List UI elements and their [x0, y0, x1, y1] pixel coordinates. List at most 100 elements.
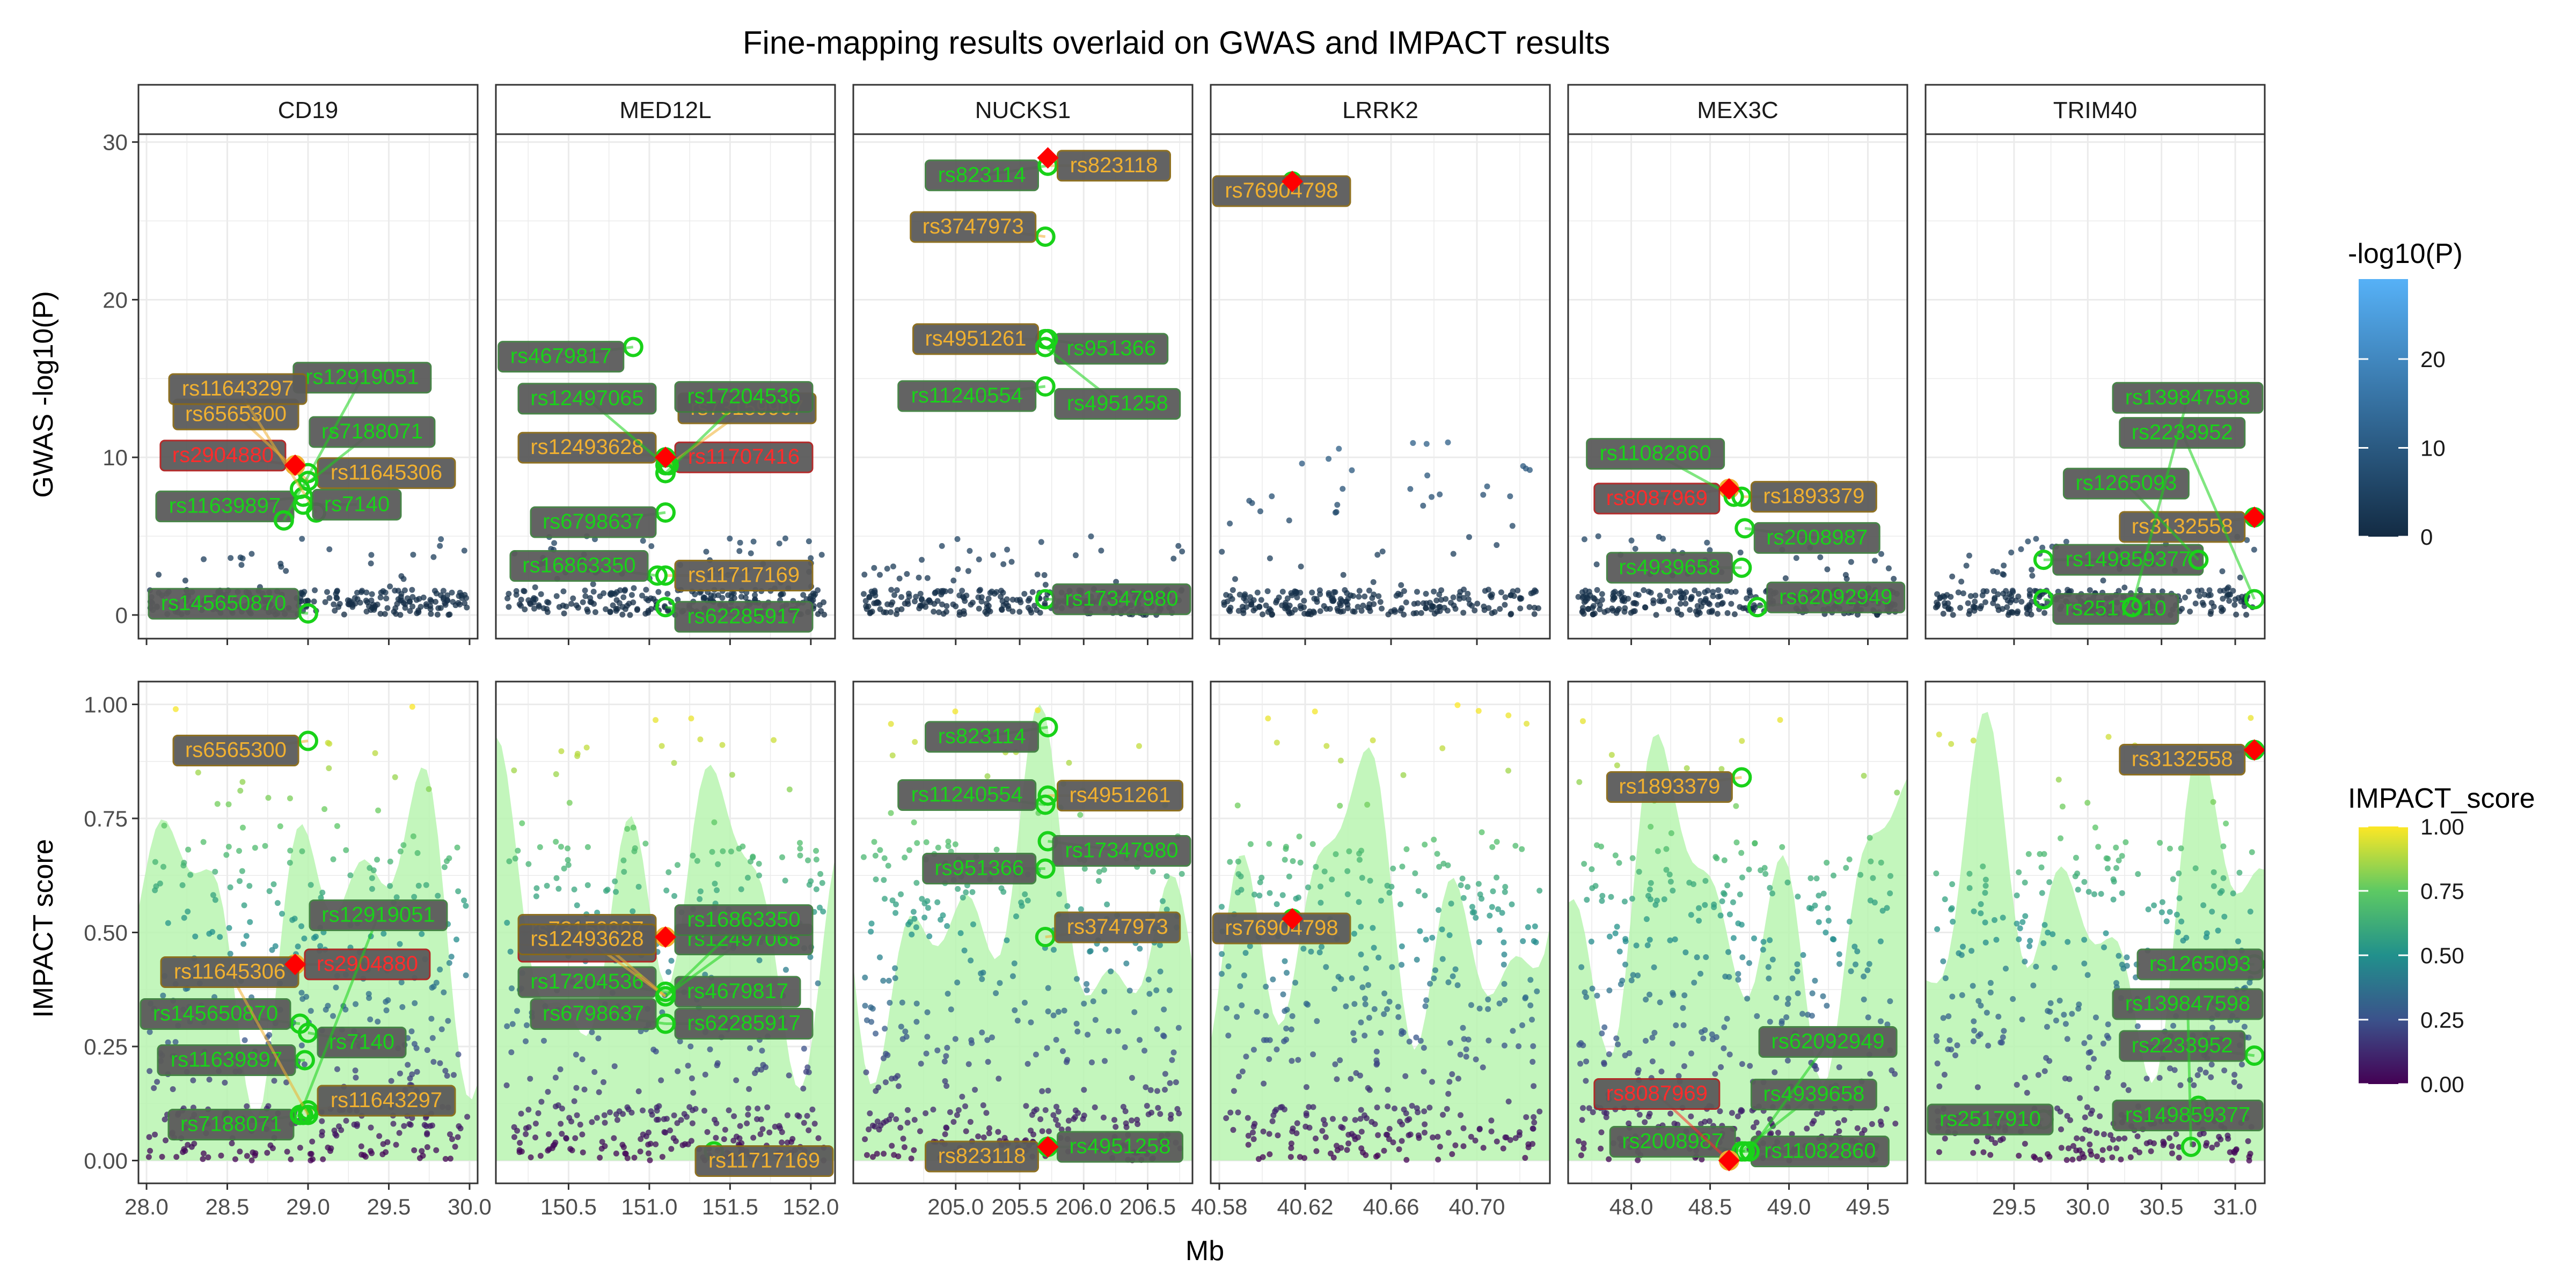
data-point	[558, 1121, 564, 1127]
data-point	[2237, 574, 2243, 581]
data-point	[357, 599, 363, 606]
data-point	[1531, 1119, 1538, 1126]
data-point	[1021, 591, 1028, 597]
data-point	[1234, 802, 1241, 809]
data-point	[444, 597, 450, 604]
data-point	[1034, 572, 1041, 578]
data-point	[1760, 939, 1767, 945]
data-point	[903, 1034, 910, 1040]
data-point	[311, 935, 317, 941]
data-point	[397, 848, 404, 854]
snp-label: rs11240554	[911, 783, 1023, 807]
data-point	[406, 1121, 413, 1127]
data-point	[1643, 916, 1650, 923]
snp-label: rs149859377	[2125, 1103, 2251, 1127]
data-point	[525, 861, 532, 867]
data-point	[1232, 576, 1238, 582]
data-point	[1298, 605, 1304, 612]
impact-panel: rs11707416rs4679817rs17204536rs12497065r…	[495, 680, 839, 1219]
data-point	[1648, 880, 1654, 886]
data-point	[1445, 1130, 1452, 1136]
data-point	[607, 609, 613, 615]
data-point	[715, 861, 721, 867]
data-point	[440, 588, 447, 594]
data-point	[252, 1152, 258, 1159]
data-point	[728, 848, 734, 855]
data-point	[1282, 605, 1289, 612]
data-point	[319, 1118, 325, 1124]
snp-label-box	[674, 560, 814, 591]
data-point	[943, 1124, 949, 1131]
data-point	[869, 1122, 876, 1129]
snp-label: rs17347980	[1065, 839, 1178, 862]
data-point	[779, 854, 786, 860]
data-point	[509, 1021, 516, 1027]
data-point	[873, 876, 879, 883]
data-point	[2113, 865, 2119, 871]
data-point	[1452, 1142, 1459, 1148]
data-point	[1732, 588, 1739, 595]
data-point	[1657, 592, 1663, 599]
data-point	[2243, 611, 2250, 618]
data-point	[893, 1116, 899, 1122]
data-point	[885, 862, 891, 869]
data-point	[986, 1125, 992, 1131]
data-point	[239, 779, 246, 785]
data-point	[1482, 588, 1488, 594]
data-point	[978, 970, 984, 977]
data-point	[1843, 865, 1849, 871]
data-point	[1583, 1078, 1589, 1084]
data-point	[1466, 534, 1472, 540]
data-point	[867, 609, 874, 616]
data-point	[518, 1110, 524, 1117]
data-point	[1378, 1029, 1384, 1036]
data-point	[1299, 460, 1305, 467]
data-point	[874, 1151, 880, 1157]
snp-label: rs2233952	[2132, 421, 2233, 444]
data-point	[1494, 839, 1500, 845]
data-point	[161, 822, 167, 829]
data-point	[1633, 591, 1639, 597]
data-point	[147, 1147, 153, 1154]
snp-label-box	[309, 899, 448, 931]
data-point	[2170, 1022, 2177, 1029]
data-point	[1174, 1106, 1181, 1112]
data-point	[2065, 939, 2071, 945]
data-point	[1407, 1131, 1414, 1138]
data-point	[2208, 608, 2214, 614]
data-point	[1316, 587, 1323, 594]
snp-label-box	[168, 373, 308, 405]
data-point	[1824, 859, 1830, 866]
data-point	[919, 557, 925, 563]
data-point	[1292, 979, 1299, 986]
data-point	[2159, 899, 2165, 905]
data-point	[1137, 1037, 1143, 1043]
data-point	[559, 1131, 565, 1137]
data-point	[1230, 587, 1236, 593]
data-point	[287, 847, 294, 854]
data-point	[532, 1135, 539, 1141]
data-point	[383, 999, 389, 1005]
data-point	[911, 1147, 917, 1153]
data-point	[635, 1088, 642, 1094]
data-point	[427, 597, 434, 603]
data-point	[553, 838, 559, 845]
data-point	[1688, 1113, 1694, 1119]
data-point	[1444, 1106, 1450, 1112]
data-point	[532, 584, 538, 590]
data-point	[889, 897, 896, 904]
data-point	[1100, 1114, 1107, 1121]
data-point	[444, 1073, 450, 1079]
data-point	[328, 1145, 334, 1152]
data-point	[1948, 606, 1954, 612]
data-point	[2047, 1000, 2054, 1006]
data-point	[866, 1126, 872, 1133]
data-point	[2084, 1104, 2090, 1110]
data-point	[2029, 567, 2035, 573]
x-tick-label: 28.5	[206, 1194, 250, 1219]
credible-snp-marker	[298, 1022, 318, 1043]
data-point	[1352, 1117, 1358, 1123]
snp-label-box	[160, 956, 299, 988]
data-point	[1527, 1002, 1534, 1008]
data-point	[1614, 762, 1620, 769]
